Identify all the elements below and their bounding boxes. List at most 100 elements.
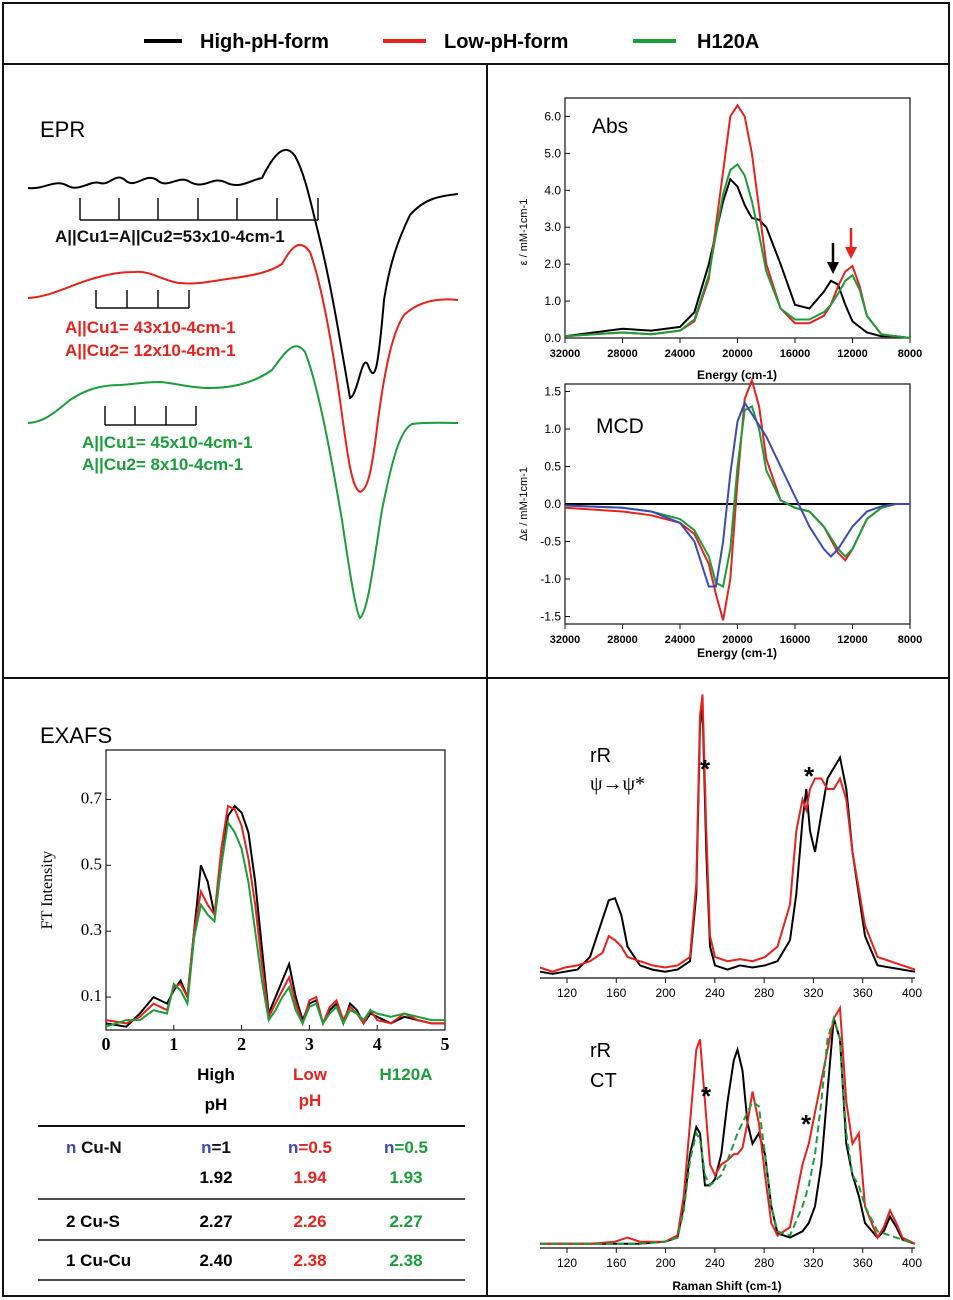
exafs-frame	[105, 749, 446, 1031]
rr2-xticks-tick-label: 280	[754, 1256, 774, 1270]
abs-xticks-tick-label: 32000	[550, 348, 581, 360]
rr1-xticks: 120 160 200 240 280 320 360 400	[557, 978, 922, 1000]
abs-ylabel: ε / mM-1cm-1	[518, 199, 530, 266]
abs-yticks-tick-label: 4.0	[544, 183, 561, 197]
abs-title: Abs	[592, 115, 628, 138]
abs-yticks: 0.0 1.0 2.0 3.0 4.0 5.0 6.0	[544, 109, 570, 345]
abs-series-low-ph-form	[564, 103, 911, 339]
mcd-series	[564, 377, 910, 621]
exafs-series-h120a	[105, 819, 445, 1028]
abs-xticks-tick-label: 28000	[607, 348, 638, 360]
exafs-table: High pH Low pH H120A n Cu-N n=1 n=0.5 n=…	[38, 1065, 465, 1281]
exafs-xticks-tick-label: 1	[169, 1034, 178, 1054]
mcd-yticks-tick-label: 1.5	[544, 385, 561, 399]
abs-yticks-tick-label: 5.0	[544, 146, 561, 160]
mcd-xticks-tick-label: 32000	[550, 634, 581, 646]
epr-stick-high	[79, 198, 319, 221]
epr-trace-h120a	[27, 345, 459, 620]
mcd-yticks-tick-label: 1.0	[544, 422, 561, 436]
rr1-title-2: ψ→ψ*	[590, 773, 645, 795]
abs-xticks-tick-label: 12000	[837, 348, 868, 360]
rr1-xticks-tick-label: 120	[557, 986, 577, 1000]
epr-stick-low	[95, 290, 190, 309]
abs-yticks-tick-label: 3.0	[544, 220, 561, 234]
rr2-star-2: *	[801, 1109, 812, 1139]
abs-yticks-tick-label: 1.0	[544, 294, 561, 308]
abs-xticks-tick-label: 20000	[722, 348, 753, 360]
epr-trace-high	[27, 148, 459, 400]
epr-label-low-1: A||Cu1= 43x10-4cm-1	[65, 318, 236, 337]
rr2-panel: rR CT 120 160 200 240 280 320 360 400 Raman Shi…	[540, 1004, 922, 1293]
mcd-yticks-tick-label: -1.5	[540, 610, 561, 624]
abs-series-high-ph-form	[564, 177, 911, 339]
table-header-low-2: pH	[299, 1091, 322, 1110]
table-row1-n-h120a: n=0.5	[384, 1138, 428, 1157]
exafs-yticks-tick-label: 0.1	[81, 986, 102, 1005]
table-row3-low: 2.38	[293, 1251, 326, 1270]
legend: High-pH-form Low-pH-form H120A	[144, 31, 759, 53]
abs-xticks-tick-label: 8000	[898, 348, 922, 360]
table-row3-label: 1 Cu-Cu	[66, 1251, 131, 1270]
abs-xticks-tick-label: 16000	[780, 348, 811, 360]
rr1-xticks-tick-label: 160	[606, 986, 626, 1000]
mcd-panel: MCD 1.5 1.0 0.5 0.0 -0.5 -1.0 -1.5 32000 28000 2…	[518, 377, 922, 660]
epr-label-h120a-1: A||Cu1= 45x10-4cm-1	[82, 433, 253, 452]
epr-label-low-2: A||Cu2= 12x10-4cm-1	[65, 341, 236, 360]
abs-xticks-tick-label: 24000	[665, 348, 696, 360]
exafs-yticks-tick-label: 0.7	[81, 788, 103, 807]
exafs-series-low-ph-form	[105, 804, 445, 1027]
rr1-xticks-tick-label: 280	[754, 986, 774, 1000]
exafs-xticks-tick-label: 3	[305, 1034, 314, 1054]
exafs-xticks-tick-label: 4	[373, 1034, 382, 1054]
table-row2-high: 2.27	[199, 1212, 232, 1231]
epr-trace-low	[27, 243, 459, 494]
abs-series-h120a	[564, 163, 911, 339]
rr2-xticks-tick-label: 120	[557, 1256, 577, 1270]
rr1-series-low-ph-form	[539, 694, 916, 973]
table-row1-n-low: n=0.5	[288, 1138, 332, 1157]
rr2-xticks-tick-label: 360	[853, 1256, 873, 1270]
table-row2-label: 2 Cu-S	[66, 1212, 120, 1231]
abs-arrow-low	[845, 228, 857, 259]
mcd-xticks-tick-label: 20000	[722, 634, 753, 646]
rr1-title-1: rR	[590, 745, 611, 767]
rr2-xticks-tick-label: 400	[902, 1256, 922, 1270]
exafs-ylabel: FT Intensity	[39, 851, 56, 929]
rr1-xticks-tick-label: 200	[656, 986, 676, 1000]
exafs-title: EXAFS	[40, 723, 112, 748]
rr2-xticks-tick-label: 160	[606, 1256, 626, 1270]
table-header-h120a: H120A	[380, 1065, 433, 1084]
abs-yticks-tick-label: 2.0	[544, 257, 561, 271]
mcd-yticks: 1.5 1.0 0.5 0.0 -0.5 -1.0 -1.5	[540, 385, 570, 624]
table-row1-n-high: n=1	[201, 1138, 231, 1157]
mcd-yticks-tick-label: 0.5	[544, 460, 561, 474]
rr2-xticks: 120 160 200 240 280 320 360 400	[557, 1248, 922, 1270]
table-row2-low: 2.26	[293, 1212, 326, 1231]
epr-panel: EPR A||Cu1=A||Cu2=53x10-4cm-1 A||Cu1= 43…	[27, 117, 459, 620]
table-row1-low: 1.94	[293, 1168, 327, 1187]
table-row1-high: 1.92	[199, 1168, 232, 1187]
exafs-xticks-tick-label: 0	[102, 1034, 111, 1054]
rr2-series-h120a	[540, 1014, 916, 1245]
table-row3-h120a: 2.38	[389, 1251, 422, 1270]
epr-label-high: A||Cu1=A||Cu2=53x10-4cm-1	[55, 227, 285, 246]
rr1-xticks-tick-label: 240	[705, 986, 725, 1000]
abs-series	[564, 103, 911, 339]
exafs-xticks-tick-label: 2	[237, 1034, 246, 1054]
mcd-xticks-tick-label: 8000	[898, 634, 922, 646]
rr1-panel: rR ψ→ψ* 120 160 200 240 280 320 360 400 * *	[539, 694, 922, 1000]
exafs-series-high-ph-form	[105, 804, 445, 1028]
epr-stick-h120a	[104, 406, 197, 426]
rr1-xticks-tick-label: 320	[803, 986, 823, 1000]
mcd-ylabel: Δε / mM-1cm-1	[518, 467, 530, 541]
rr1-series-high-ph-form	[539, 704, 916, 975]
rr2-star-1: *	[701, 1081, 712, 1111]
mcd-yticks-tick-label: -0.5	[540, 535, 561, 549]
table-row1-h120a: 1.93	[389, 1168, 422, 1187]
mcd-yticks-tick-label: 0.0	[544, 497, 561, 511]
epr-label-h120a-2: A||Cu2= 8x10-4cm-1	[82, 455, 243, 474]
table-header-high-1: High	[197, 1065, 235, 1084]
mcd-xticks: 32000 28000 24000 20000 16000 12000 8000	[550, 624, 922, 646]
